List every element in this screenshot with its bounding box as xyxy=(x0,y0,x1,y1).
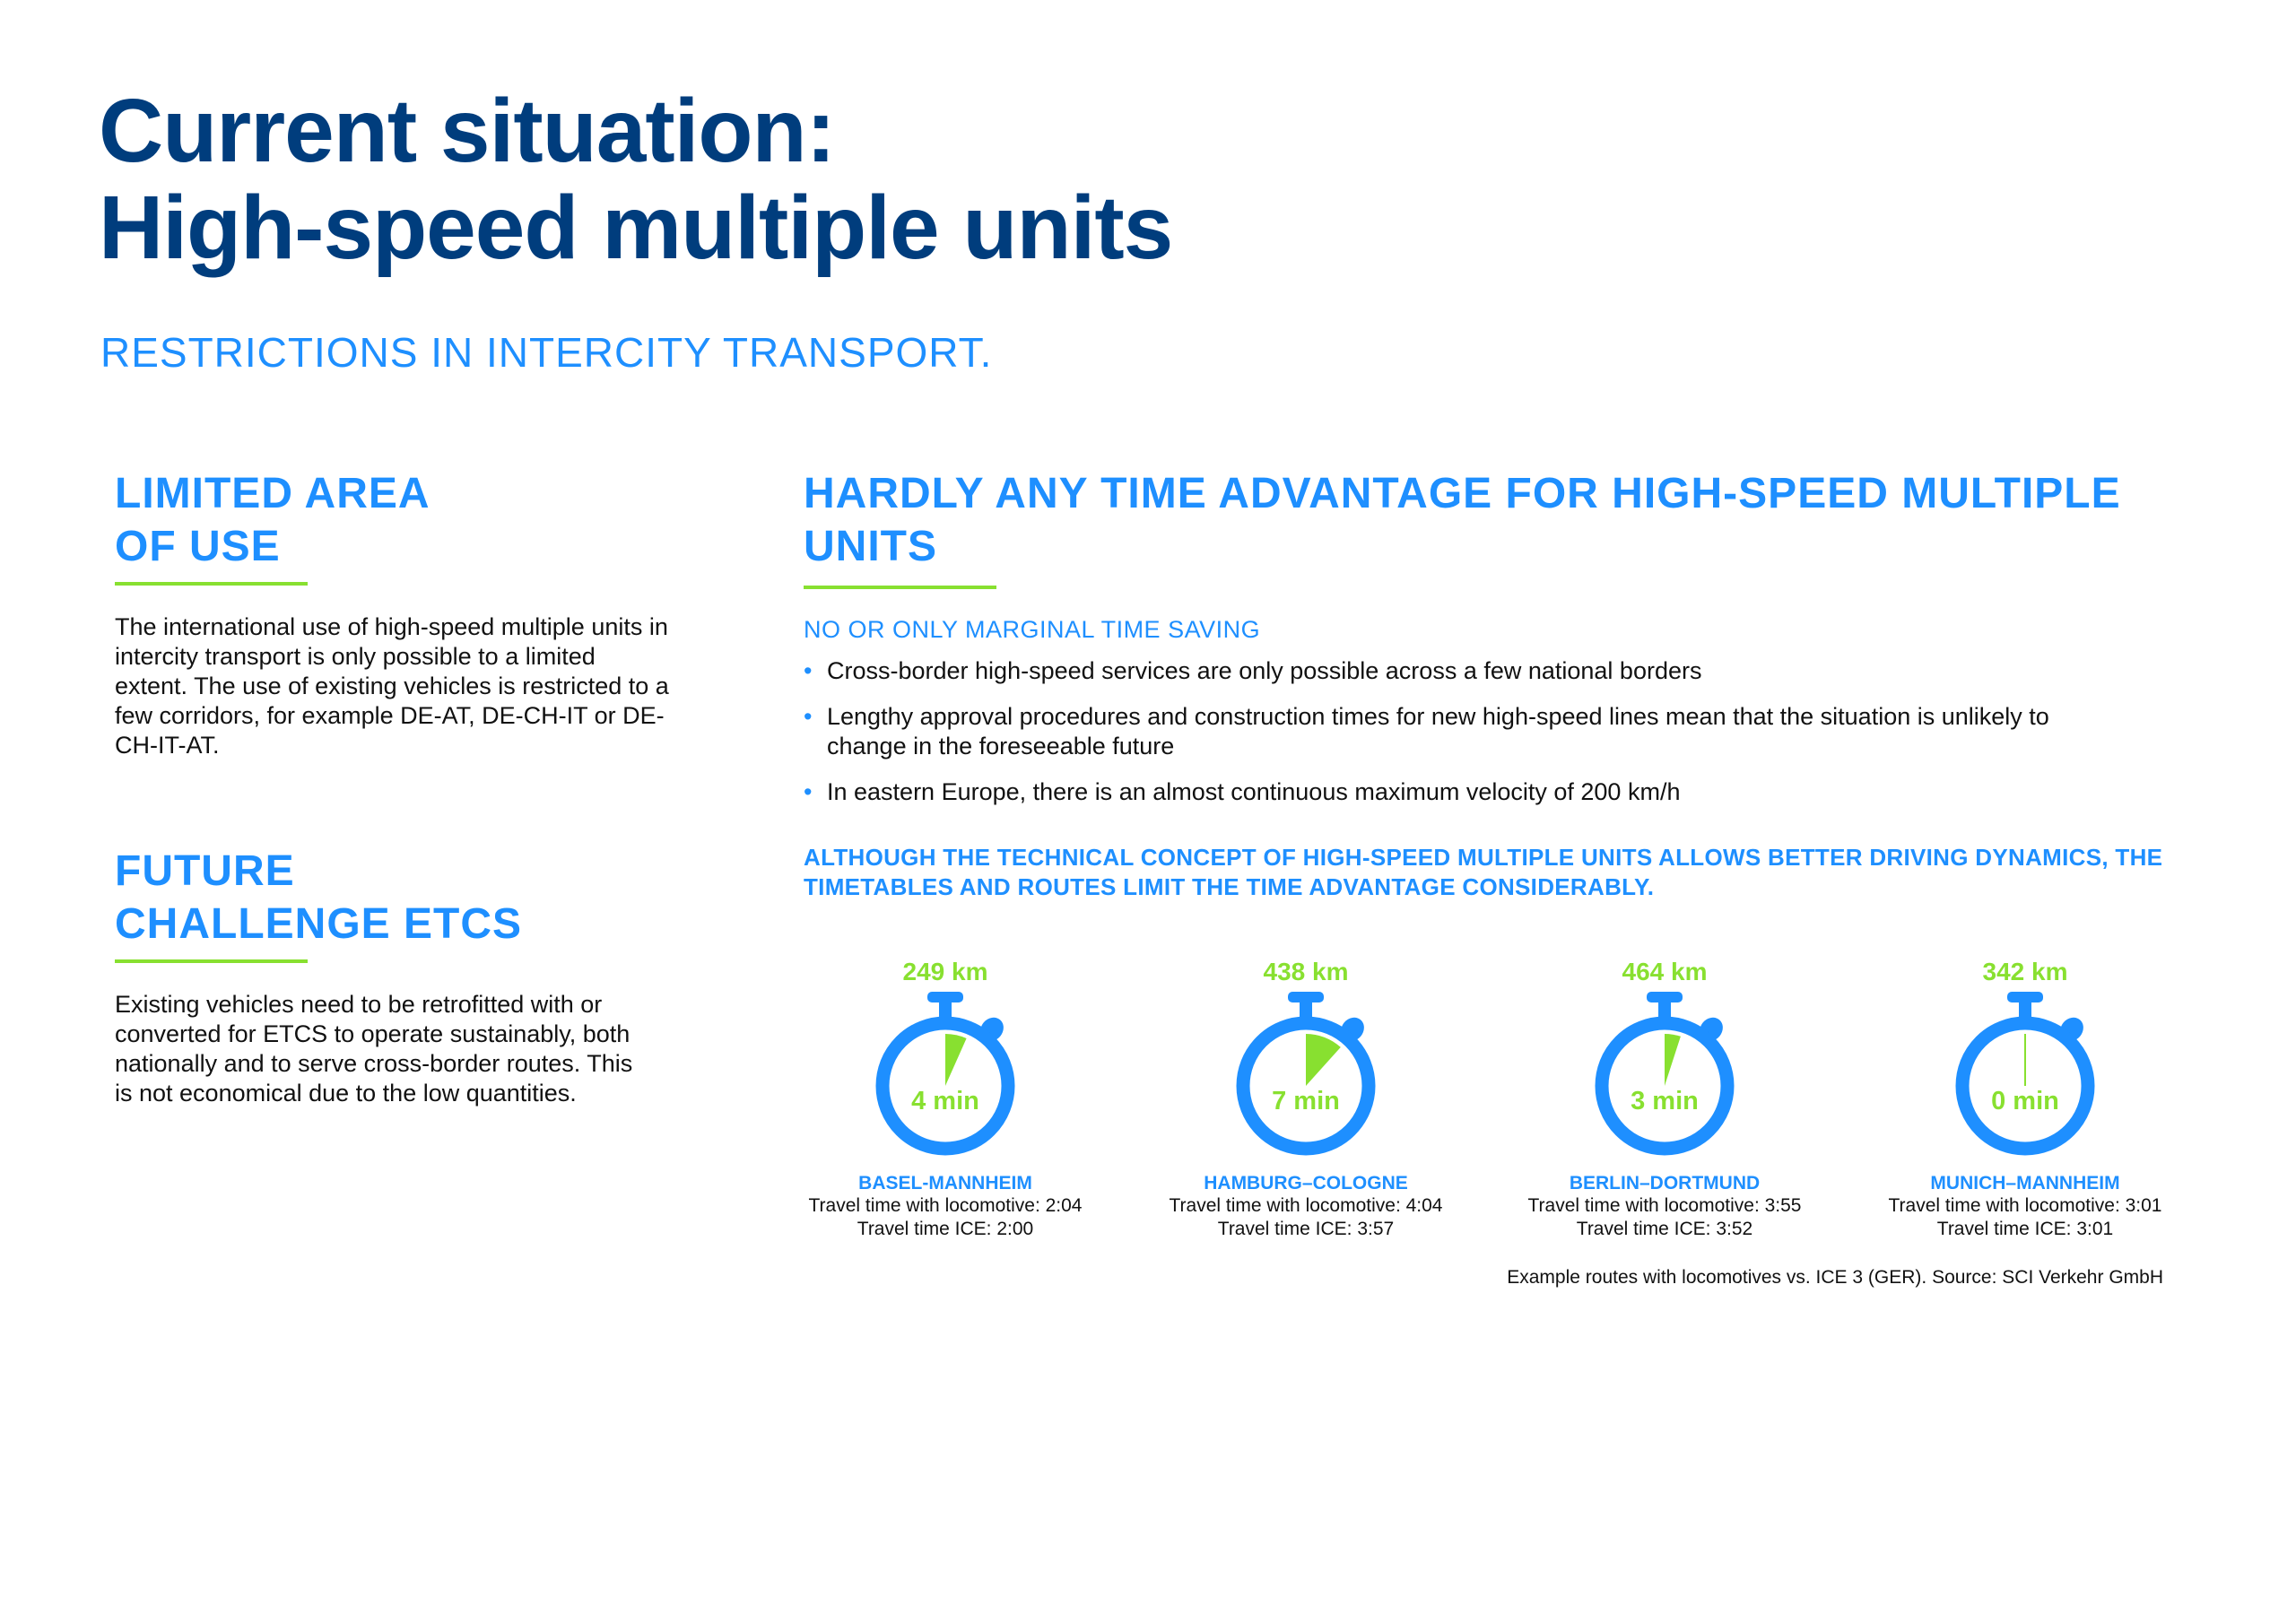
route-name: MUNICH–MANNHEIM xyxy=(1930,1173,2120,1193)
section-limited-area: LIMITED AREA OF USE The international use… xyxy=(115,467,671,760)
stopwatch-icon: 0 min xyxy=(1935,992,2115,1162)
green-divider xyxy=(115,582,308,586)
section-heading: HARDLY ANY TIME ADVANTAGE FOR HIGH-SPEED… xyxy=(804,470,2121,570)
route-stopwatch: 438 km 7 min HAMBURG–COLOGNE Travel time… xyxy=(1126,958,1485,1241)
time-saving-wedge xyxy=(1306,1034,1341,1086)
route-stopwatch: 464 km 3 min BERLIN–DORTMUND Travel time… xyxy=(1485,958,1844,1241)
section-subheading: NO OR ONLY MARGINAL TIME SAVING xyxy=(804,616,1261,643)
time-saving-wedge xyxy=(945,1034,967,1086)
green-divider xyxy=(804,586,996,589)
page-title: Current situation: High-speed multiple u… xyxy=(99,81,1173,278)
locomotive-travel-time: Travel time with locomotive: 4:04 xyxy=(1169,1195,1443,1216)
time-saving: 3 min xyxy=(1631,1087,1699,1115)
time-saving: 0 min xyxy=(1991,1087,2059,1115)
ice-travel-time: Travel time ICE: 2:00 xyxy=(857,1219,1034,1239)
route-stopwatch: 249 km 4 min BASEL-MANNHEIM Travel time … xyxy=(766,958,1125,1241)
time-saving: 7 min xyxy=(1272,1087,1340,1115)
page-subtitle: RESTRICTIONS IN INTERCITY TRANSPORT. xyxy=(100,329,993,376)
list-item: Lengthy approval procedures and construc… xyxy=(804,702,2113,761)
ice-travel-time: Travel time ICE: 3:57 xyxy=(1217,1219,1395,1239)
section-heading: LIMITED AREA OF USE xyxy=(115,470,430,570)
section-body: The international use of high-speed mult… xyxy=(115,613,669,759)
route-name: BERLIN–DORTMUND xyxy=(1569,1173,1761,1193)
locomotive-travel-time: Travel time with locomotive: 2:04 xyxy=(808,1195,1083,1216)
stopwatch-icon: 3 min xyxy=(1575,992,1754,1162)
ice-travel-time: Travel time ICE: 3:52 xyxy=(1576,1219,1753,1239)
section-heading: FUTURE CHALLENGE ETCS xyxy=(115,847,523,948)
route-distance: 438 km xyxy=(1263,958,1349,985)
route-distance: 464 km xyxy=(1622,958,1708,985)
route-name: HAMBURG–COLOGNE xyxy=(1204,1173,1408,1193)
section-time-advantage: HARDLY ANY TIME ADVANTAGE FOR HIGH-SPEED… xyxy=(804,467,2185,902)
ice-travel-time: Travel time ICE: 3:01 xyxy=(1936,1219,2114,1239)
time-saving-wedge xyxy=(1665,1033,1681,1086)
locomotive-travel-time: Travel time with locomotive: 3:01 xyxy=(1888,1195,2162,1216)
section-body: Existing vehicles need to be retrofitted… xyxy=(115,991,633,1107)
stopwatch-icon: 7 min xyxy=(1216,992,1396,1162)
key-statement: ALTHOUGH THE TECHNICAL CONCEPT OF HIGH-S… xyxy=(804,844,2163,900)
green-divider xyxy=(115,959,308,963)
time-saving: 4 min xyxy=(911,1087,979,1115)
locomotive-travel-time: Travel time with locomotive: 3:55 xyxy=(1527,1195,1802,1216)
list-item: Cross-border high-speed services are onl… xyxy=(804,656,2113,686)
stopwatch-icon: 4 min xyxy=(856,992,1035,1162)
source-note: Example routes with locomotives vs. ICE … xyxy=(1507,1267,2163,1288)
section-future-challenge: FUTURE CHALLENGE ETCS Existing vehicles n… xyxy=(115,845,671,1108)
list-item: In eastern Europe, there is an almost co… xyxy=(804,777,2113,807)
bullet-list: Cross-border high-speed services are onl… xyxy=(804,656,2113,807)
route-distance: 249 km xyxy=(902,958,988,985)
route-stopwatch: 342 km 0 min MUNICH–MANNHEIM Travel time… xyxy=(1846,958,2205,1241)
route-name: BASEL-MANNHEIM xyxy=(858,1173,1032,1193)
route-distance: 342 km xyxy=(1982,958,2068,985)
